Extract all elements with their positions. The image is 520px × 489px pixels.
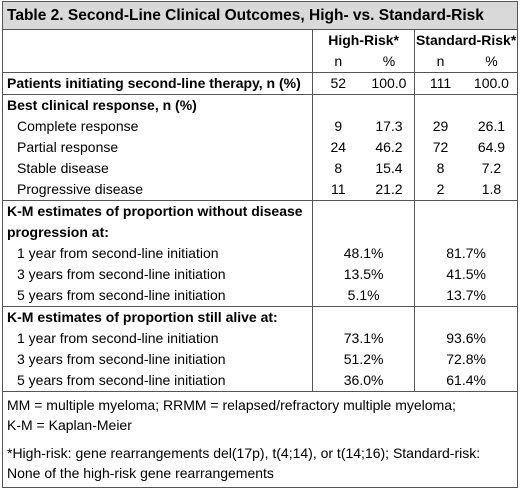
sr-pct-cell: 7.2 <box>481 160 502 176</box>
sr-n-cell: 29 <box>414 116 466 137</box>
outcomes-table: High-Risk* Standard-Risk* n % n % Patien… <box>3 30 517 391</box>
sr-estimate-cell: 41.5% <box>414 264 517 285</box>
table-row: Stable disease 8 15.4 8 7.2 <box>3 158 517 179</box>
sr-estimate-cell: 61.4% <box>414 370 517 391</box>
row-label: 5 years from second-line initiation <box>17 372 226 388</box>
table-title: Table 2. Second-Line Clinical Outcomes, … <box>3 2 517 30</box>
response-section-label: Best clinical response, n (%) <box>3 94 313 116</box>
subheader-row: n % n % <box>3 51 517 73</box>
risk-definition-line2: None of the high-risk gene rearrangement… <box>7 465 274 481</box>
row-label: Stable disease <box>17 160 109 176</box>
risk-definition-footnote: *High-risk: gene rearrangements del(17p)… <box>7 443 513 483</box>
row-label: 3 years from second-line initiation <box>17 266 226 282</box>
row-label: Progressive disease <box>17 181 144 197</box>
hr-n-cell: 24 <box>311 137 364 158</box>
hr-n-subheader: n <box>311 51 364 73</box>
table-row: 5 years from second-line initiation 36.0… <box>3 370 517 391</box>
standard-risk-header: Standard-Risk* <box>414 30 517 51</box>
group-header-row: High-Risk* Standard-Risk* <box>3 30 517 51</box>
hr-estimate-cell: 36.0% <box>311 370 415 391</box>
patients-hr-n: 52 <box>311 72 364 95</box>
sr-n-cell: 8 <box>414 158 466 179</box>
hr-estimate-cell: 51.2% <box>311 349 415 370</box>
hr-estimate-cell: 13.5% <box>311 264 415 285</box>
table-row: Progressive disease 11 21.2 2 1.8 <box>3 179 517 201</box>
hr-pct-cell: 15.4 <box>375 160 403 176</box>
sr-n-cell: 72 <box>414 137 466 158</box>
row-label: 1 year from second-line initiation <box>17 330 219 346</box>
abbreviation-footnote: MM = multiple myeloma; RRMM = relapsed/r… <box>7 395 513 435</box>
sr-estimate-cell: 72.8% <box>414 349 517 370</box>
pfs-section-label-line1: K-M estimates of proportion without dise… <box>3 200 313 222</box>
table-row: Complete response 9 17.3 29 26.1 <box>3 116 517 137</box>
response-section-header: Best clinical response, n (%) <box>3 94 517 116</box>
header-blank-cell <box>3 30 313 51</box>
patients-row: Patients initiating second-line therapy,… <box>3 72 517 95</box>
subheader-blank-cell <box>3 51 313 73</box>
table-row: 3 years from second-line initiation 51.2… <box>3 349 517 370</box>
row-label: Partial response <box>17 139 119 155</box>
hr-estimate-cell: 48.1% <box>311 243 415 264</box>
sr-estimate-cell: 81.7% <box>414 243 517 264</box>
pfs-section-header-cont: progression at: <box>3 222 517 243</box>
row-label: 3 years from second-line initiation <box>17 351 226 367</box>
table-row: 1 year from second-line initiation 48.1%… <box>3 243 517 264</box>
hr-pct-subheader: % <box>382 53 396 69</box>
sr-pct-subheader: % <box>485 53 498 69</box>
table-row: 3 years from second-line initiation 13.5… <box>3 264 517 285</box>
sr-pct-cell: 26.1 <box>477 118 506 134</box>
hr-pct-cell: 46.2 <box>375 139 403 155</box>
row-label: Complete response <box>17 118 139 134</box>
row-label: 1 year from second-line initiation <box>17 245 219 261</box>
hr-estimate-cell: 73.1% <box>311 328 415 349</box>
hr-n-cell: 11 <box>311 179 364 201</box>
table-row: Partial response 24 46.2 72 64.9 <box>3 137 517 158</box>
table-row: 1 year from second-line initiation 73.1%… <box>3 328 517 349</box>
abbreviation-line1: MM = multiple myeloma; RRMM = relapsed/r… <box>7 397 456 413</box>
risk-definition-line1: *High-risk: gene rearrangements del(17p)… <box>7 445 481 461</box>
sr-pct-cell: 64.9 <box>477 139 506 155</box>
abbreviation-line2: K-M = Kaplan-Meier <box>7 417 132 433</box>
sr-n-cell: 2 <box>414 179 466 201</box>
patients-sr-pct: 100.0 <box>465 72 517 95</box>
os-section-header: K-M estimates of proportion still alive … <box>3 306 517 328</box>
patients-sr-n: 111 <box>414 72 466 95</box>
hr-pct-cell: 21.2 <box>375 181 403 197</box>
sr-estimate-cell: 13.7% <box>414 285 517 307</box>
pfs-section-header: K-M estimates of proportion without dise… <box>3 200 517 222</box>
row-label: 5 years from second-line initiation <box>17 287 226 303</box>
patients-hr-pct: 100.0 <box>363 72 415 95</box>
pfs-section-label-line2: progression at: <box>7 224 109 240</box>
sr-estimate-cell: 93.6% <box>414 328 517 349</box>
hr-pct-cell: 17.3 <box>375 118 403 134</box>
table-footnotes: MM = multiple myeloma; RRMM = relapsed/r… <box>3 391 517 487</box>
hr-n-cell: 9 <box>311 116 364 137</box>
high-risk-header: High-Risk* <box>311 30 415 51</box>
hr-n-cell: 8 <box>311 158 364 179</box>
sr-pct-cell: 1.8 <box>481 181 502 197</box>
os-section-label: K-M estimates of proportion still alive … <box>3 306 313 328</box>
table-row: 5 years from second-line initiation 5.1%… <box>3 285 517 307</box>
patients-label: Patients initiating second-line therapy,… <box>3 72 313 95</box>
sr-n-subheader: n <box>414 51 466 73</box>
hr-estimate-cell: 5.1% <box>311 285 415 307</box>
